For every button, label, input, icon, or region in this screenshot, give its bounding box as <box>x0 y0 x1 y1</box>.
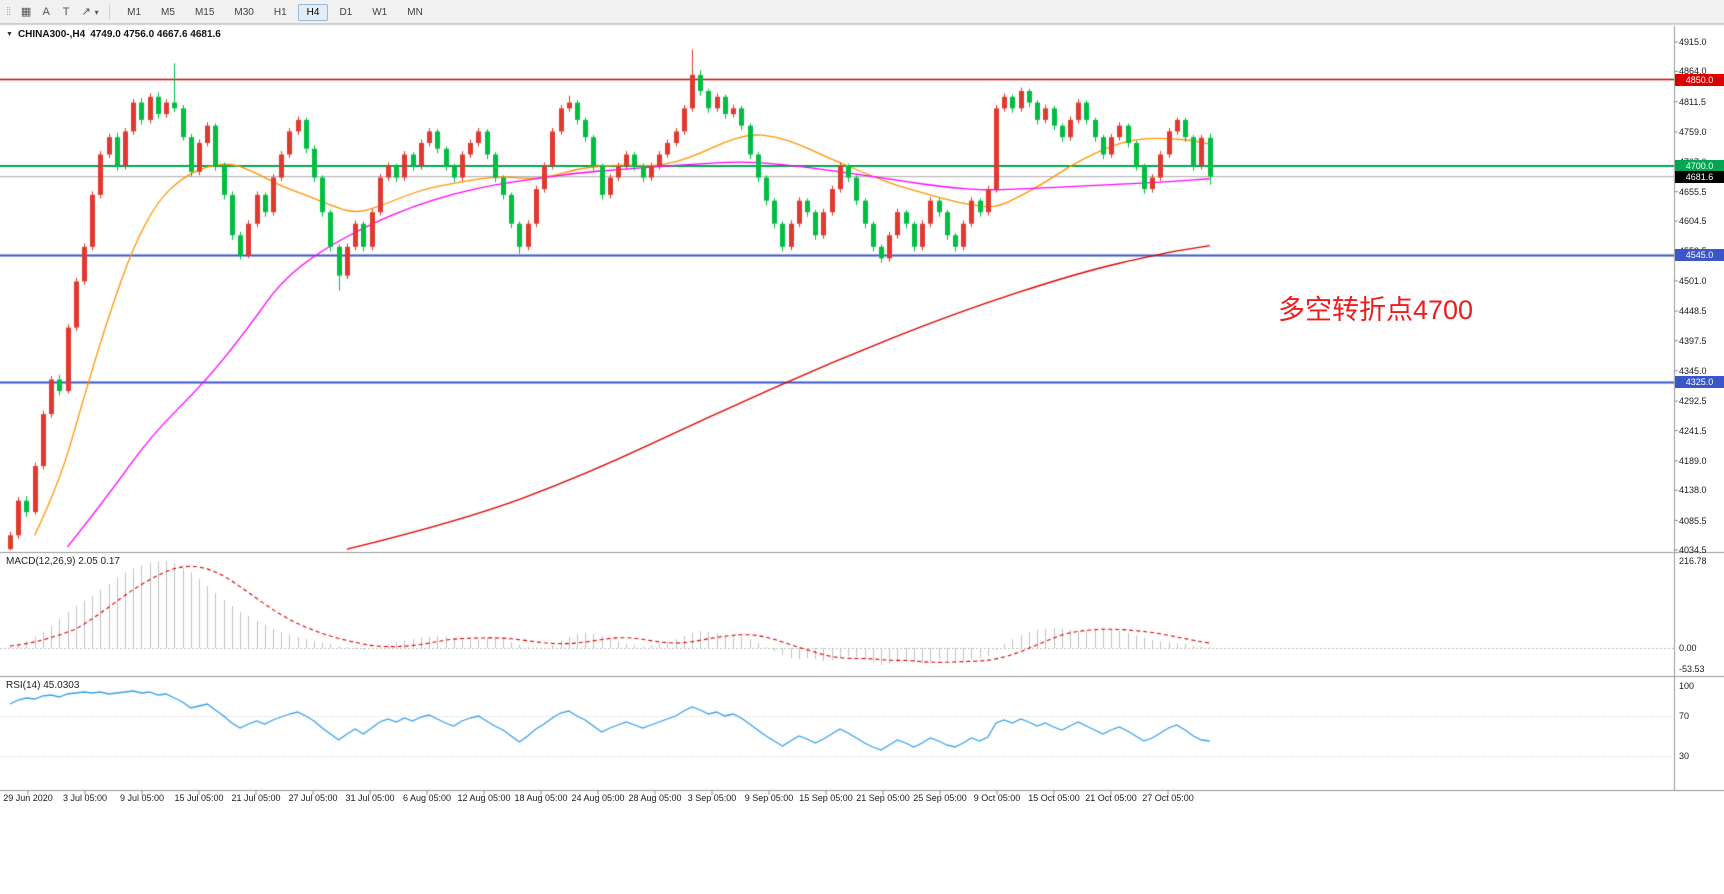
toolbar-grip[interactable]: ⁞⁞ <box>6 5 11 18</box>
rsi-tick-label: 30 <box>1679 751 1690 761</box>
time-tick-label: 25 Sep 05:00 <box>913 793 967 803</box>
time-tick-label: 18 Aug 05:00 <box>514 793 568 803</box>
chart-grid-icon[interactable]: ▦ <box>20 5 32 18</box>
time-tick-label: 9 Sep 05:00 <box>744 793 794 803</box>
timeframe-mn[interactable]: MN <box>407 7 423 18</box>
time-tick-label: 21 Jul 05:00 <box>231 793 281 803</box>
tool-icon-group: ▦ A T ↗ ▾ <box>16 2 102 22</box>
timeframe-m5[interactable]: M5 <box>161 7 175 18</box>
price-badge: 4850.0 <box>1675 73 1724 86</box>
price-tick-label: 4501.0 <box>1679 275 1707 286</box>
text-label-icon[interactable]: A <box>42 5 50 18</box>
price-tick-label: 4811.5 <box>1679 96 1706 107</box>
text-tool-icon[interactable]: T <box>62 5 70 18</box>
price-tick-label: 4241.5 <box>1679 425 1707 436</box>
timeframe-h1[interactable]: H1 <box>273 7 287 18</box>
price-badge: 4325.0 <box>1675 376 1724 389</box>
price-badge: 4700.0 <box>1675 160 1724 173</box>
time-tick-label: 27 Jul 05:00 <box>288 793 338 803</box>
price-tick-label: 4915.0 <box>1679 37 1707 47</box>
time-tick-label: 15 Sep 05:00 <box>799 793 853 803</box>
price-tick-label: 4448.5 <box>1679 306 1707 317</box>
dropdown-caret-icon[interactable]: ▾ <box>94 7 99 17</box>
price-tick-label: 4604.5 <box>1679 216 1707 227</box>
ohlc-values: 4749.0 4756.0 4667.6 4681.6 <box>90 29 221 40</box>
timeframe-m1[interactable]: M1 <box>127 7 142 18</box>
timeframe-d1[interactable]: D1 <box>339 7 353 18</box>
price-tick-label: 4085.5 <box>1679 515 1707 526</box>
time-tick-label: 31 Jul 05:00 <box>345 793 395 803</box>
time-tick-label: 15 Oct 05:00 <box>1028 793 1080 803</box>
timeframe-m30[interactable]: M30 <box>234 7 254 18</box>
rsi-label: RSI(14) 45.0303 <box>6 680 80 691</box>
macd-tick-label: 216.78 <box>1679 556 1707 566</box>
price-tick-label: 4397.5 <box>1679 335 1707 346</box>
price-tick-label: 4034.5 <box>1679 544 1707 555</box>
time-tick-label: 3 Jul 05:00 <box>62 793 108 803</box>
price-badge: 4545.0 <box>1675 249 1724 262</box>
timeframe-h4[interactable]: H4 <box>297 4 329 21</box>
price-badge: 4681.6 <box>1675 170 1724 183</box>
price-tick-label: 4345.0 <box>1679 365 1707 376</box>
price-tick-label: 4864.0 <box>1679 66 1707 77</box>
price-tick-label: 4138.0 <box>1679 485 1707 496</box>
time-tick-label: 12 Aug 05:00 <box>457 793 511 803</box>
timeframe-w1[interactable]: W1 <box>372 7 388 18</box>
time-tick-label: 9 Oct 05:00 <box>973 793 1021 803</box>
time-tick-label: 9 Jul 05:00 <box>119 793 165 803</box>
price-tick-label: 4189.0 <box>1679 455 1707 466</box>
rsi-tick-label: 70 <box>1679 711 1690 721</box>
chart-title: ▼ CHINA300-,H4 4749.0 4756.0 4667.6 4681… <box>6 29 221 40</box>
time-tick-label: 3 Sep 05:00 <box>687 793 737 803</box>
time-tick-label: 27 Oct 05:00 <box>1142 793 1194 803</box>
price-tick-label: 4655.5 <box>1679 186 1707 197</box>
rsi-tick-label: 100 <box>1679 681 1695 691</box>
arrow-style-icon[interactable]: ↗ <box>81 5 91 18</box>
chart-annotation[interactable]: 多空转折点4700 <box>1278 295 1474 325</box>
macd-tick-label: 0.00 <box>1679 643 1697 653</box>
timeframe-m15[interactable]: M15 <box>194 7 215 18</box>
time-tick-label: 6 Aug 05:00 <box>402 793 452 803</box>
time-tick-label: 21 Sep 05:00 <box>856 793 910 803</box>
time-tick-label: 21 Oct 05:00 <box>1085 793 1137 803</box>
price-tick-label: 4759.0 <box>1679 127 1707 137</box>
collapse-icon[interactable]: ▼ <box>6 31 13 38</box>
toolbar: ⁞⁞ ▦ A T ↗ ▾ M1 M5 M15 M30 H1 H4 D1 W1 MN <box>0 0 1724 24</box>
macd-label: MACD(12,26,9) 2.05 0.17 <box>6 556 120 567</box>
time-tick-label: 24 Aug 05:00 <box>571 793 625 803</box>
time-tick-label: 29 Jun 2020 <box>3 793 53 803</box>
toolbar-separator <box>109 3 111 20</box>
timeframe-toolbar: M1 M5 M15 M30 H1 H4 D1 W1 MN <box>117 2 433 21</box>
symbol-name: CHINA300-,H4 <box>17 29 86 40</box>
time-tick-label: 15 Jul 05:00 <box>174 793 224 803</box>
price-tick-label: 4292.5 <box>1679 396 1707 407</box>
macd-tick-label: -53.53 <box>1679 664 1705 675</box>
time-tick-label: 28 Aug 05:00 <box>628 793 682 803</box>
